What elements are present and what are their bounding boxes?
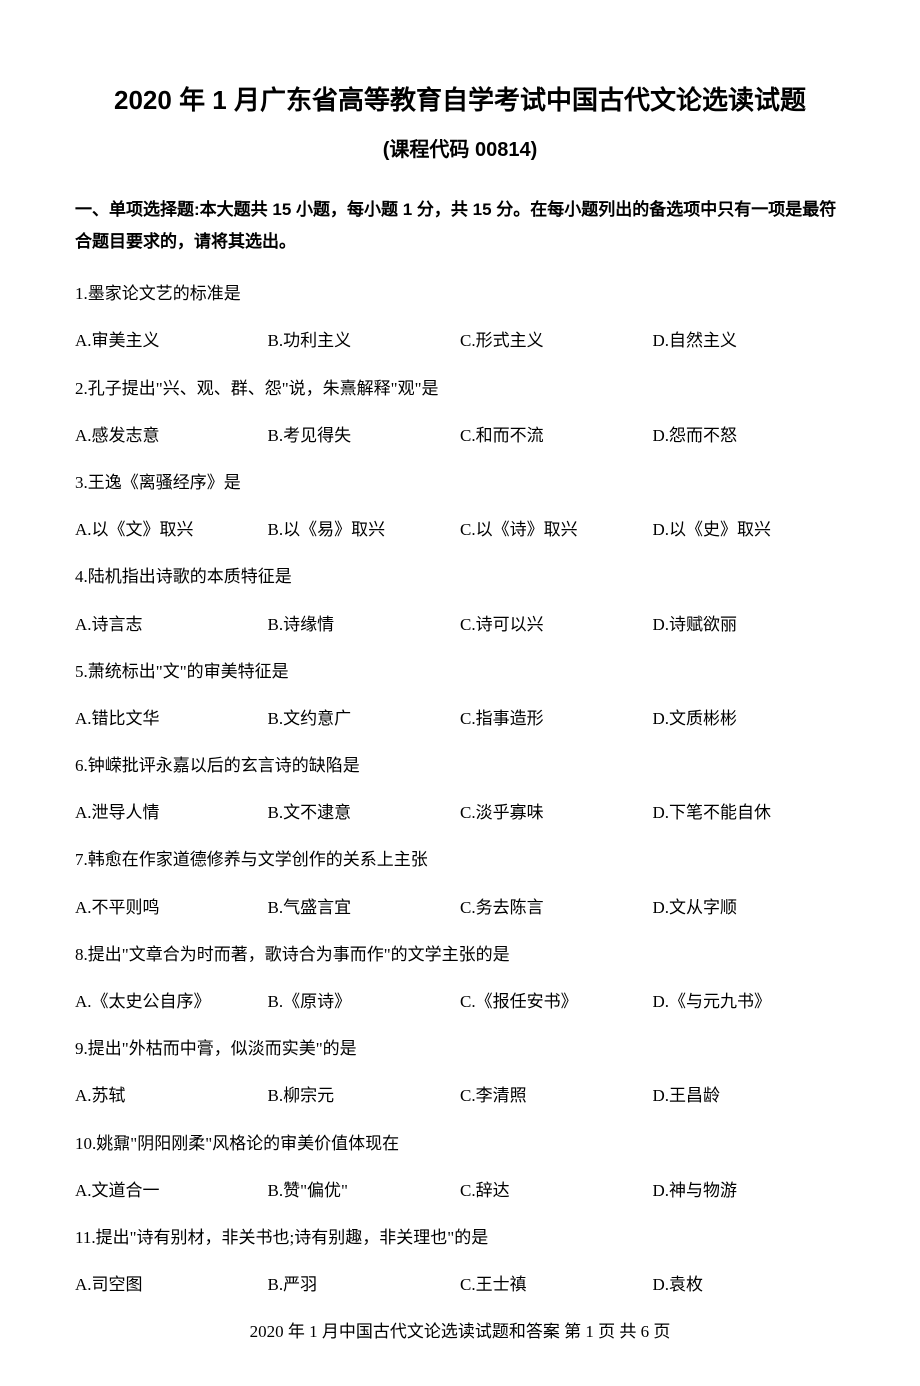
option: A.审美主义: [75, 327, 268, 354]
option: D.下笔不能自休: [653, 799, 846, 826]
option: A.诗言志: [75, 611, 268, 638]
option: B.以《易》取兴: [268, 516, 461, 543]
exam-title: 2020 年 1 月广东省高等教育自学考试中国古代文论选读试题: [75, 80, 845, 122]
option: B.严羽: [268, 1271, 461, 1298]
options-row: A.错比文华B.文约意广C.指事造形D.文质彬彬: [75, 705, 845, 732]
option: B.诗缘情: [268, 611, 461, 638]
option: C.指事造形: [460, 705, 653, 732]
options-row: A.以《文》取兴B.以《易》取兴C.以《诗》取兴D.以《史》取兴: [75, 516, 845, 543]
question-text: 9.提出"外枯而中膏，似淡而实美"的是: [75, 1035, 845, 1062]
question: 9.提出"外枯而中膏，似淡而实美"的是 A.苏轼B.柳宗元C.李清照D.王昌龄: [75, 1035, 845, 1109]
question: 10.姚鼐"阴阳刚柔"风格论的审美价值体现在 A.文道合一B.赞"偏优"C.辞达D…: [75, 1130, 845, 1204]
option: C.《报任安书》: [460, 988, 653, 1015]
option: A.苏轼: [75, 1082, 268, 1109]
options-row: A.文道合一B.赞"偏优"C.辞达D.神与物游: [75, 1177, 845, 1204]
option: B.《原诗》: [268, 988, 461, 1015]
course-code: (课程代码 00814): [75, 134, 845, 166]
options-row: A.泄导人情B.文不逮意C.淡乎寡味D.下笔不能自休: [75, 799, 845, 826]
option: D.怨而不怒: [653, 422, 846, 449]
option: C.辞达: [460, 1177, 653, 1204]
option: D.袁枚: [653, 1271, 846, 1298]
option: C.王士禛: [460, 1271, 653, 1298]
option: D.《与元九书》: [653, 988, 846, 1015]
option: A.不平则鸣: [75, 894, 268, 921]
question: 1.墨家论文艺的标准是 A.审美主义B.功利主义C.形式主义D.自然主义: [75, 280, 845, 354]
question-text: 4.陆机指出诗歌的本质特征是: [75, 563, 845, 590]
question: 7.韩愈在作家道德修养与文学创作的关系上主张 A.不平则鸣B.气盛言宜C.务去陈言…: [75, 846, 845, 920]
option: A.文道合一: [75, 1177, 268, 1204]
option: A.以《文》取兴: [75, 516, 268, 543]
option: D.诗赋欲丽: [653, 611, 846, 638]
option: D.自然主义: [653, 327, 846, 354]
option: C.和而不流: [460, 422, 653, 449]
question: 2.孔子提出"兴、观、群、怨"说，朱熹解释"观"是 A.感发志意B.考见得失C.和…: [75, 375, 845, 449]
option: C.形式主义: [460, 327, 653, 354]
question: 11.提出"诗有别材，非关书也;诗有别趣，非关理也"的是 A.司空图B.严羽C.王…: [75, 1224, 845, 1298]
question-text: 10.姚鼐"阴阳刚柔"风格论的审美价值体现在: [75, 1130, 845, 1157]
question-text: 5.萧统标出"文"的审美特征是: [75, 658, 845, 685]
section-header: 一、单项选择题:本大题共 15 小题，每小题 1 分，共 15 分。在每小题列出…: [75, 194, 845, 259]
option: A.泄导人情: [75, 799, 268, 826]
option: A.错比文华: [75, 705, 268, 732]
question-text: 3.王逸《离骚经序》是: [75, 469, 845, 496]
option: B.考见得失: [268, 422, 461, 449]
option: D.神与物游: [653, 1177, 846, 1204]
option: C.诗可以兴: [460, 611, 653, 638]
question: 6.钟嵘批评永嘉以后的玄言诗的缺陷是 A.泄导人情B.文不逮意C.淡乎寡味D.下笔…: [75, 752, 845, 826]
option: A.司空图: [75, 1271, 268, 1298]
option: D.文质彬彬: [653, 705, 846, 732]
option: C.以《诗》取兴: [460, 516, 653, 543]
option: B.文不逮意: [268, 799, 461, 826]
option: B.文约意广: [268, 705, 461, 732]
question-text: 1.墨家论文艺的标准是: [75, 280, 845, 307]
question: 4.陆机指出诗歌的本质特征是 A.诗言志B.诗缘情C.诗可以兴D.诗赋欲丽: [75, 563, 845, 637]
options-row: A.感发志意B.考见得失C.和而不流D.怨而不怒: [75, 422, 845, 449]
option: D.王昌龄: [653, 1082, 846, 1109]
question-text: 8.提出"文章合为时而著，歌诗合为事而作"的文学主张的是: [75, 941, 845, 968]
questions-container: 1.墨家论文艺的标准是 A.审美主义B.功利主义C.形式主义D.自然主义 2.孔子提…: [75, 280, 845, 1298]
question: 8.提出"文章合为时而著，歌诗合为事而作"的文学主张的是 A.《太史公自序》B.《…: [75, 941, 845, 1015]
question-text: 7.韩愈在作家道德修养与文学创作的关系上主张: [75, 846, 845, 873]
options-row: A.不平则鸣B.气盛言宜C.务去陈言D.文从字顺: [75, 894, 845, 921]
options-row: A.苏轼B.柳宗元C.李清照D.王昌龄: [75, 1082, 845, 1109]
options-row: A.审美主义B.功利主义C.形式主义D.自然主义: [75, 327, 845, 354]
question-text: 6.钟嵘批评永嘉以后的玄言诗的缺陷是: [75, 752, 845, 779]
option: C.务去陈言: [460, 894, 653, 921]
options-row: A.司空图B.严羽C.王士禛D.袁枚: [75, 1271, 845, 1298]
option: D.文从字顺: [653, 894, 846, 921]
option: B.赞"偏优": [268, 1177, 461, 1204]
question-text: 11.提出"诗有别材，非关书也;诗有别趣，非关理也"的是: [75, 1224, 845, 1251]
page-footer: 2020 年 1 月中国古代文论选读试题和答案 第 1 页 共 6 页: [75, 1318, 845, 1345]
option: B.柳宗元: [268, 1082, 461, 1109]
option: A.《太史公自序》: [75, 988, 268, 1015]
question-text: 2.孔子提出"兴、观、群、怨"说，朱熹解释"观"是: [75, 375, 845, 402]
question: 3.王逸《离骚经序》是 A.以《文》取兴B.以《易》取兴C.以《诗》取兴D.以《史…: [75, 469, 845, 543]
options-row: A.《太史公自序》B.《原诗》C.《报任安书》D.《与元九书》: [75, 988, 845, 1015]
option: A.感发志意: [75, 422, 268, 449]
option: B.气盛言宜: [268, 894, 461, 921]
question: 5.萧统标出"文"的审美特征是 A.错比文华B.文约意广C.指事造形D.文质彬彬: [75, 658, 845, 732]
option: C.淡乎寡味: [460, 799, 653, 826]
option: D.以《史》取兴: [653, 516, 846, 543]
option: B.功利主义: [268, 327, 461, 354]
options-row: A.诗言志B.诗缘情C.诗可以兴D.诗赋欲丽: [75, 611, 845, 638]
option: C.李清照: [460, 1082, 653, 1109]
